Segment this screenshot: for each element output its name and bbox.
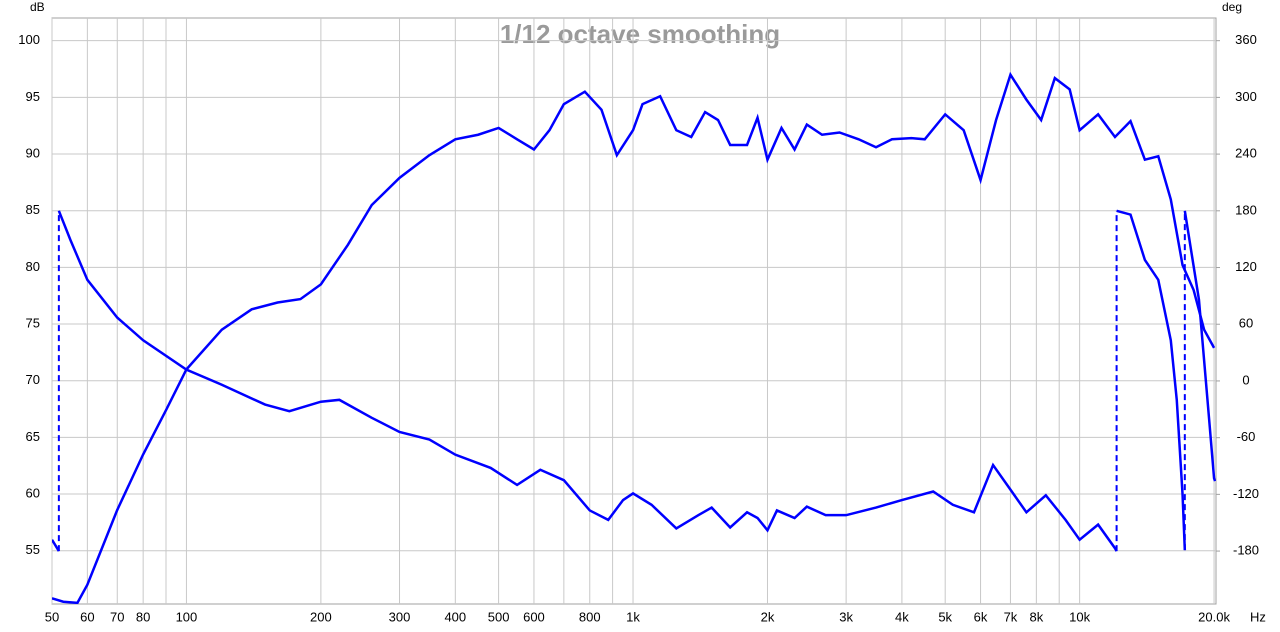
y2-tick-label: 60 [1239, 316, 1253, 331]
x-tick-label: 10k [1069, 609, 1090, 624]
plot-area [51, 17, 1217, 605]
y-tick-label: 90 [26, 145, 40, 160]
y-tick-label: 75 [26, 315, 40, 330]
data-line [52, 71, 1216, 604]
y-tick-label: 85 [26, 202, 40, 217]
y2-tick-label: -120 [1233, 486, 1259, 501]
x-tick-label: 3k [839, 609, 853, 624]
data-line [1116, 209, 1187, 551]
x-tick-label: 4k [895, 609, 909, 624]
x-tick-label: 300 [389, 609, 411, 624]
x-tick-label: 50 [45, 609, 59, 624]
data-line [52, 539, 60, 552]
x-tick-label: 7k [1004, 609, 1018, 624]
x-tick-label: 6k [974, 609, 988, 624]
y-tick-label: 95 [26, 89, 40, 104]
y2-axis-label: deg [1222, 0, 1242, 14]
x-tick-label: 80 [136, 609, 150, 624]
y2-tick-label: 120 [1235, 259, 1257, 274]
data-line [57, 210, 1118, 552]
y-tick-label: 100 [18, 32, 40, 47]
y2-tick-label: 0 [1242, 372, 1249, 387]
x-tick-label: 5k [938, 609, 952, 624]
y-tick-label: 70 [26, 372, 40, 387]
x-tick-label: 600 [523, 609, 545, 624]
y2-tick-label: 360 [1235, 32, 1257, 47]
chart-title: 1/12 octave smoothing [500, 19, 780, 49]
y-tick-label: 55 [26, 542, 40, 557]
x-tick-label: 100 [176, 609, 198, 624]
y-tick-label: 60 [26, 485, 40, 500]
y2-tick-label: -180 [1233, 543, 1259, 558]
x-tick-label: 200 [310, 609, 332, 624]
x-tick-label: 500 [488, 609, 510, 624]
x-tick-label: 2k [761, 609, 775, 624]
y2-tick-label: 180 [1235, 202, 1257, 217]
x-tick-label: 800 [579, 609, 601, 624]
y-axis-label: dB [30, 0, 45, 14]
x-tick-label: 20.0k [1198, 609, 1230, 624]
y2-tick-label: -60 [1237, 429, 1256, 444]
x-tick-label: 60 [80, 609, 94, 624]
x-tick-label: 1k [626, 609, 640, 624]
y2-tick-label: 240 [1235, 146, 1257, 161]
x-tick-label: 8k [1029, 609, 1043, 624]
y-tick-label: 80 [26, 259, 40, 274]
y2-tick-label: 300 [1235, 89, 1257, 104]
y-tick-label: 65 [26, 429, 40, 444]
x-tick-label: 400 [444, 609, 466, 624]
x-tick-label: 70 [110, 609, 124, 624]
x-unit-label: Hz [1250, 609, 1266, 624]
data-line [1183, 210, 1216, 482]
